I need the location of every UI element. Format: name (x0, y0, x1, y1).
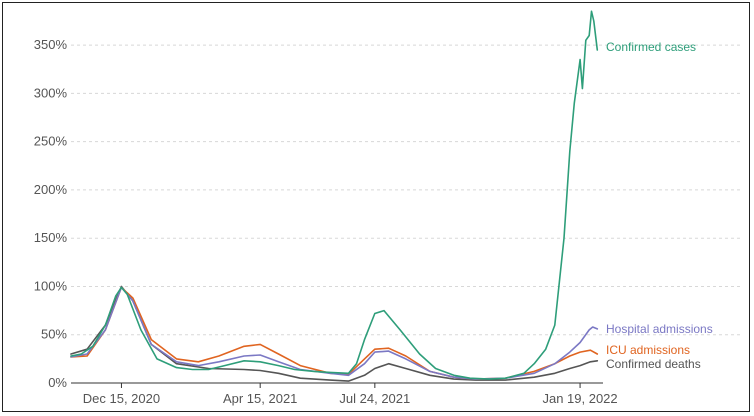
y-tick-label: 0% (48, 375, 67, 390)
series-line-hospital-admissions (70, 286, 599, 380)
series-lines (70, 10, 599, 382)
y-tick-label: 50% (41, 327, 67, 342)
y-tick-label: 350% (34, 37, 68, 52)
x-tick-label: Dec 15, 2020 (83, 391, 160, 406)
series-line-confirmed-deaths (70, 285, 599, 382)
y-tick-label: 200% (34, 182, 68, 197)
series-label-confirmed-cases: Confirmed cases (606, 40, 696, 54)
y-axis-ticks: 0% 50% 100% 150% 200% 250% 300% 350% (34, 37, 68, 390)
y-tick-label: 250% (34, 134, 68, 149)
line-chart: 0% 50% 100% 150% 200% 250% 300% 350% Dec 15, 20… (34, 10, 743, 406)
series-label-confirmed-deaths: Confirmed deaths (606, 357, 701, 371)
x-axis: Dec 15, 2020 Apr 15, 2021 Jul 24, 2021 Jan … (71, 382, 618, 406)
y-tick-label: 100% (34, 278, 68, 293)
series-label-hospital-admissions: Hospital admissions (606, 322, 713, 336)
series-label-icu-admissions: ICU admissions (606, 343, 690, 357)
series-line-icu-admissions (70, 286, 599, 380)
y-tick-label: 300% (34, 85, 68, 100)
x-tick-label: Apr 15, 2021 (223, 391, 297, 406)
chart-frame: 0% 50% 100% 150% 200% 250% 300% 350% Dec 15, 20… (2, 2, 750, 412)
y-tick-label: 150% (34, 230, 68, 245)
x-tick-label: Jul 24, 2021 (339, 391, 410, 406)
x-tick-label: Jan 19, 2022 (542, 391, 617, 406)
series-line-confirmed-cases (70, 10, 599, 380)
grid (71, 44, 743, 336)
